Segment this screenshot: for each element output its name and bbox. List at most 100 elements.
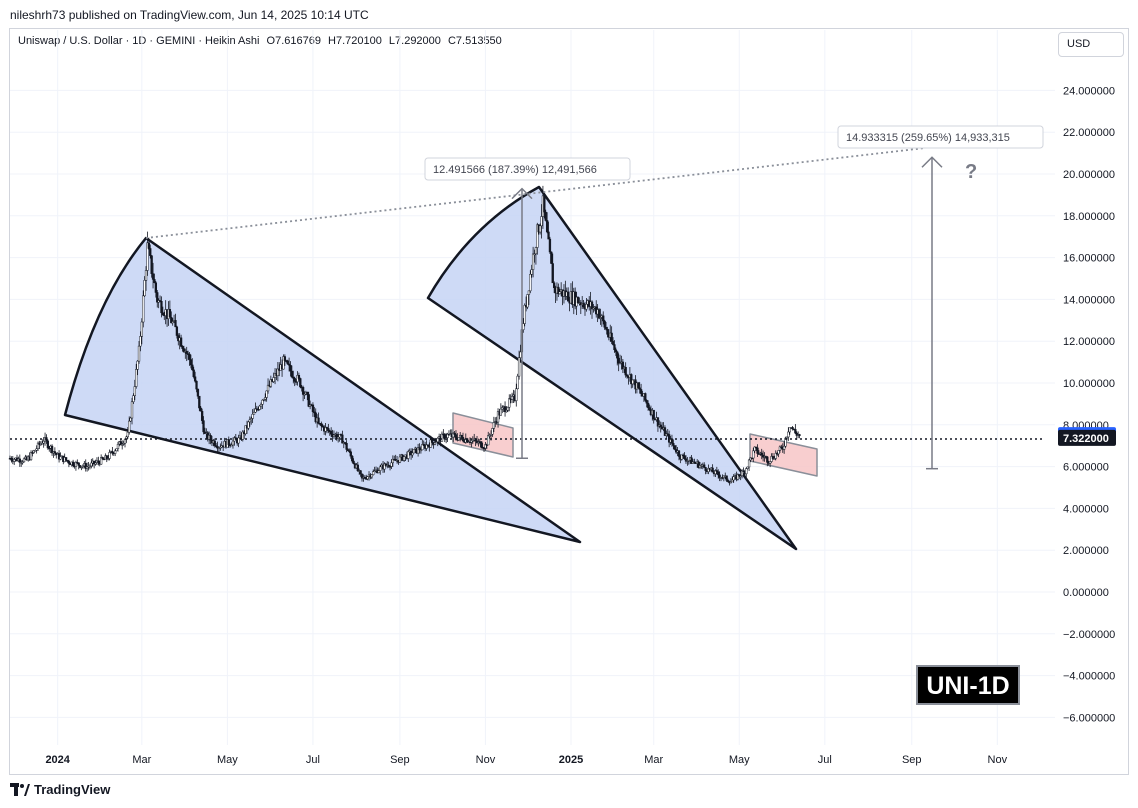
candle-body: [752, 450, 755, 459]
candle-body: [460, 434, 463, 438]
candle-body: [452, 432, 455, 438]
candle-body: [402, 456, 406, 461]
y-tick-label: 12.000000: [1063, 336, 1115, 348]
candle-body: [77, 462, 80, 466]
candle-body: [266, 384, 270, 392]
candle-body: [777, 450, 780, 455]
candle-body: [543, 195, 546, 213]
candle-body: [297, 375, 301, 379]
candle-body: [41, 442, 44, 445]
y-tick-label: 16.000000: [1063, 253, 1115, 265]
candle-body: [726, 480, 730, 482]
candle-body: [31, 452, 34, 454]
candle-body: [582, 303, 585, 308]
measure-2-head: [921, 156, 943, 168]
candle-body: [418, 447, 421, 451]
candle-body: [617, 357, 620, 364]
candle-body: [360, 473, 364, 479]
candle-body: [391, 458, 395, 464]
y-tick-label: 0.000000: [1063, 587, 1109, 599]
candle-body: [84, 463, 87, 469]
footer-brand[interactable]: TradingView: [10, 782, 110, 797]
candle-body: [356, 464, 359, 472]
candle-body: [552, 282, 556, 288]
x-tick-label: 2024: [45, 754, 70, 766]
candle-body: [181, 346, 184, 349]
candle-body: [144, 270, 148, 281]
currency-button[interactable]: USD: [1058, 32, 1124, 57]
candle-body: [100, 457, 103, 465]
candle-body: [687, 459, 690, 462]
candle-body: [747, 459, 751, 468]
candle-body: [648, 407, 651, 410]
candle-body: [599, 317, 602, 319]
candle-body: [677, 450, 681, 457]
candle-body: [303, 393, 306, 396]
candle-body: [725, 475, 728, 481]
ohlc-low: L7.292000: [388, 35, 441, 47]
candle-body: [282, 356, 285, 370]
candle-body: [471, 440, 474, 442]
candle-body: [430, 439, 434, 443]
measure-1-label: 12.491566 (187.39%) 12,491,566: [424, 157, 631, 181]
candle-body: [227, 439, 230, 446]
candle-body: [558, 291, 561, 295]
candle-body: [10, 458, 13, 461]
tradingview-logo-icon: [10, 782, 30, 796]
candle-body: [785, 436, 789, 439]
candle-body: [42, 440, 45, 444]
candle-body: [398, 456, 402, 463]
candle-body: [193, 376, 197, 382]
candle-body: [656, 417, 660, 427]
candle-body: [71, 461, 75, 466]
candle-body: [407, 451, 410, 459]
candle-body: [359, 470, 362, 475]
candle-body: [530, 269, 533, 275]
candle-body: [107, 458, 110, 460]
candle-body: [262, 398, 265, 401]
candle-body: [185, 350, 188, 354]
candle-body: [798, 434, 801, 436]
candle-body: [314, 412, 317, 423]
candle-body: [324, 427, 327, 432]
candle-body: [317, 417, 320, 424]
candle-body: [419, 449, 423, 452]
candle-body: [690, 457, 693, 464]
candle-body: [540, 216, 543, 227]
candle-body: [585, 303, 588, 310]
candle-body: [739, 475, 742, 477]
candle-body: [325, 427, 329, 429]
left-broadening-wedge: [63, 236, 582, 544]
candle-body: [778, 446, 782, 451]
candle-body: [18, 458, 21, 463]
candle-body: [784, 437, 787, 447]
candle-body: [510, 396, 514, 400]
candle-body: [606, 328, 609, 335]
candle-body: [557, 286, 560, 295]
candle-body: [453, 432, 456, 435]
measure-2-label-text: 14.933315 (259.65%) 14,933,315: [846, 132, 1010, 144]
candle-body: [366, 476, 369, 480]
candle-body: [123, 439, 127, 444]
candle-body: [114, 450, 117, 454]
y-tick-label: 6.000000: [1063, 462, 1109, 474]
candle-body: [496, 411, 500, 423]
y-tick-label: 20.000000: [1063, 169, 1115, 181]
symbol-name[interactable]: Uniswap / U.S. Dollar · 1D · GEMINI · He…: [18, 35, 260, 47]
candle-body: [531, 253, 535, 270]
watermark-box: UNI-1D: [916, 665, 1020, 705]
candle-body: [625, 374, 629, 377]
candle-body: [241, 431, 244, 440]
y-tick-label: 2.000000: [1063, 545, 1109, 557]
candle-body: [659, 424, 662, 428]
measure-1-label-text: 12.491566 (187.39%) 12,491,566: [433, 164, 597, 176]
candle-body: [592, 307, 595, 310]
candle-body: [753, 446, 756, 452]
candle-body: [646, 402, 650, 408]
candle-body: [332, 434, 336, 437]
candle-body: [349, 451, 352, 457]
y-tick-label: 18.000000: [1063, 211, 1115, 223]
candle-body: [160, 301, 163, 314]
candle-body: [182, 348, 186, 353]
